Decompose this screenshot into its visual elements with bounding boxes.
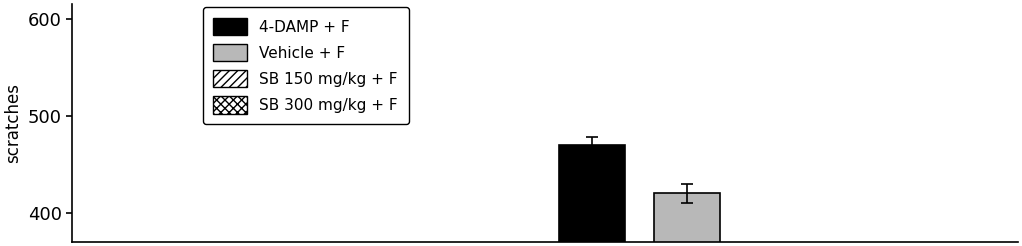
Legend: 4-DAMP + F, Vehicle + F, SB 150 mg/kg + F, SB 300 mg/kg + F: 4-DAMP + F, Vehicle + F, SB 150 mg/kg + …: [202, 7, 409, 124]
Bar: [559, 145, 625, 246]
Y-axis label: scratches: scratches: [4, 83, 22, 163]
Bar: [654, 193, 719, 246]
